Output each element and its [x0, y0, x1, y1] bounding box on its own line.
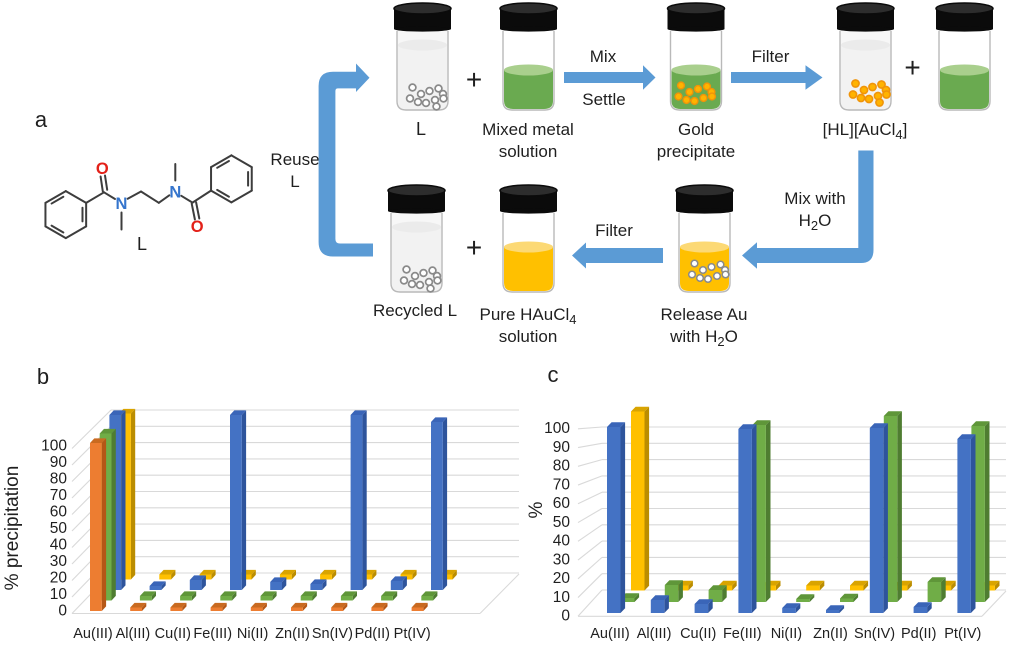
svg-text:100: 100	[544, 420, 570, 437]
svg-text:Fe(III): Fe(III)	[723, 626, 762, 642]
svg-text:Al(III): Al(III)	[637, 626, 672, 642]
svg-text:Release Au: Release Au	[661, 305, 748, 324]
svg-text:c: c	[548, 362, 559, 387]
svg-text:Filter: Filter	[752, 47, 790, 66]
svg-text:Filter: Filter	[595, 221, 633, 240]
svg-text:0: 0	[561, 608, 570, 625]
svg-text:30: 30	[50, 553, 68, 570]
svg-text:Mix: Mix	[590, 47, 617, 66]
svg-text:Ni(II): Ni(II)	[237, 626, 268, 642]
svg-text:Al(III): Al(III)	[116, 626, 151, 642]
svg-text:L: L	[137, 234, 147, 254]
svg-text:10: 10	[50, 586, 68, 603]
svg-text:%: %	[526, 501, 547, 518]
svg-text:20: 20	[50, 570, 68, 587]
svg-text:0: 0	[58, 603, 67, 620]
svg-text:% precipitation: % precipitation	[2, 466, 23, 591]
svg-text:Gold: Gold	[678, 120, 714, 139]
svg-text:a: a	[35, 107, 48, 132]
svg-text:70: 70	[553, 476, 571, 493]
svg-text:Sn(IV): Sn(IV)	[854, 626, 895, 642]
svg-text:40: 40	[553, 533, 571, 550]
svg-text:+: +	[466, 232, 482, 263]
svg-text:N: N	[116, 195, 128, 213]
svg-text:+: +	[904, 52, 920, 83]
svg-text:Au(III): Au(III)	[73, 626, 112, 642]
svg-text:Cu(II): Cu(II)	[680, 626, 716, 642]
svg-text:Au(III): Au(III)	[590, 626, 629, 642]
svg-text:N: N	[169, 184, 181, 202]
svg-text:Reuse: Reuse	[270, 150, 319, 169]
svg-text:[HL][AuCl4]: [HL][AuCl4]	[823, 120, 908, 142]
svg-text:O: O	[96, 160, 109, 178]
svg-text:H2O: H2O	[799, 211, 832, 233]
svg-text:Recycled L: Recycled L	[373, 301, 457, 320]
svg-text:80: 80	[553, 458, 571, 475]
svg-text:20: 20	[553, 570, 571, 587]
svg-text:solution: solution	[499, 327, 558, 346]
svg-text:Zn(II): Zn(II)	[275, 626, 310, 642]
svg-text:40: 40	[50, 537, 68, 554]
svg-text:with H2O: with H2O	[669, 327, 738, 349]
svg-text:90: 90	[553, 439, 571, 456]
svg-text:Pt(IV): Pt(IV)	[944, 626, 981, 642]
svg-text:Cu(II): Cu(II)	[155, 626, 191, 642]
svg-text:10: 10	[553, 589, 571, 606]
svg-text:Pd(II): Pd(II)	[355, 626, 390, 642]
svg-text:Mixed metal: Mixed metal	[482, 120, 574, 139]
svg-text:+: +	[466, 64, 482, 95]
svg-text:precipitate: precipitate	[657, 142, 735, 161]
svg-text:60: 60	[50, 504, 68, 521]
svg-text:Ni(II): Ni(II)	[771, 626, 802, 642]
svg-text:100: 100	[41, 438, 67, 455]
svg-text:O: O	[191, 218, 204, 236]
svg-text:70: 70	[50, 487, 68, 504]
svg-text:Settle: Settle	[582, 90, 625, 109]
svg-text:Sn(IV): Sn(IV)	[312, 626, 353, 642]
svg-text:Zn(II): Zn(II)	[813, 626, 848, 642]
svg-text:L: L	[290, 172, 299, 191]
svg-text:50: 50	[553, 514, 571, 531]
svg-text:30: 30	[553, 551, 571, 568]
svg-text:Pt(IV): Pt(IV)	[394, 626, 431, 642]
svg-text:solution: solution	[499, 142, 558, 161]
svg-text:80: 80	[50, 471, 68, 488]
svg-text:Mix with: Mix with	[784, 189, 845, 208]
svg-text:60: 60	[553, 495, 571, 512]
svg-text:Fe(III): Fe(III)	[193, 626, 232, 642]
svg-text:90: 90	[50, 454, 68, 471]
svg-text:50: 50	[50, 520, 68, 537]
svg-text:Pd(II): Pd(II)	[901, 626, 936, 642]
svg-text:L: L	[416, 119, 426, 139]
svg-text:b: b	[37, 364, 49, 389]
svg-text:Pure HAuCl4: Pure HAuCl4	[480, 305, 577, 327]
